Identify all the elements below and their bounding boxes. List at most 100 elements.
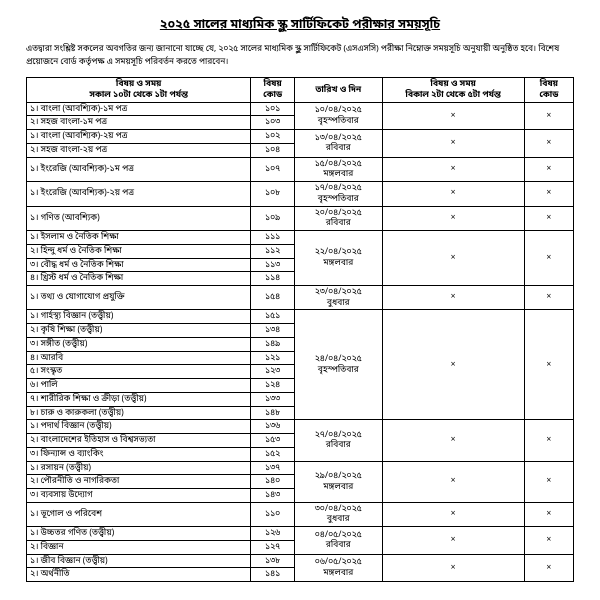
subject-cell: ৩। বৌদ্ধ ধর্ম ও নৈতিক শিক্ষা [27,258,251,272]
subject-cell: ৪। খ্রিস্ট ধর্ম ও নৈতিক শিক্ষা [27,272,251,286]
code-cell: ১২৩ [251,365,295,379]
afternoon-code-cell: × [524,231,573,286]
afternoon-cell: × [382,182,524,206]
date-cell: ২৩/০৪/২০২৫ বুধবার [295,285,383,309]
code-cell: ১৪৯ [251,337,295,351]
code-cell: ১০১ [251,102,295,116]
subject-cell: ২। কৃষি শিক্ষা (তত্ত্বীয়) [27,324,251,338]
subject-cell: ৭। শারীরিক শিক্ষা ও ক্রীড়া (তত্ত্বীয়) [27,392,251,406]
subject-cell: ২। অর্থনীতি [27,568,251,582]
subject-cell: ৪। আরবি [27,351,251,365]
table-row: ১। ইংরেজি (আবশ্যিক)-১ম পত্র১০৭১৫/০৪/২০২৫… [27,157,574,181]
code-cell: ১১৪ [251,272,295,286]
table-row: ১। ইংরেজি (আবশ্যিক)-২য় পত্র১০৮১৭/০৪/২০২… [27,182,574,206]
table-row: ১। গার্হস্থ্য বিজ্ঞান (তত্ত্বীয়)১৫১২৪/০… [27,310,574,324]
afternoon-code-cell: × [524,157,573,181]
code-cell: ১২৪ [251,379,295,393]
afternoon-cell: × [382,420,524,461]
table-row: ১। পদার্থ বিজ্ঞান (তত্ত্বীয়)১৩৬২৭/০৪/২০… [27,420,574,434]
code-cell: ১৪০ [251,475,295,489]
subject-cell: ৩। ফিন্যান্স ও ব্যাংকিং [27,447,251,461]
date-cell: ০৪/০৫/২০২৫ রবিবার [295,527,383,554]
afternoon-code-cell: × [524,502,573,526]
subject-cell: ১। ইংরেজি (আবশ্যিক)-১ম পত্র [27,157,251,181]
date-cell: ২০/০৪/২০২৫ রবিবার [295,206,383,230]
subject-cell: ১। বাংলা (আবশ্যিক)-২য় পত্র [27,130,251,144]
afternoon-cell: × [382,554,524,581]
subject-cell: ১। জীব বিজ্ঞান (তত্ত্বীয়) [27,554,251,568]
afternoon-cell: × [382,231,524,286]
table-row: ১। গণিত (আবশ্যিক)১০৯২০/০৪/২০২৫ রবিবার×× [27,206,574,230]
afternoon-cell: × [382,502,524,526]
subject-cell: ১। ইংরেজি (আবশ্যিক)-২য় পত্র [27,182,251,206]
code-cell: ১১২ [251,244,295,258]
subject-cell: ৬। পালি [27,379,251,393]
afternoon-code-cell: × [524,182,573,206]
date-cell: ২৯/০৪/২০২৫ মঙ্গলবার [295,461,383,502]
table-row: ১। জীব বিজ্ঞান (তত্ত্বীয়)১৩৮০৬/০৫/২০২৫ … [27,554,574,568]
code-cell: ১১০ [251,502,295,526]
date-cell: ১৩/০৪/২০২৫ রবিবার [295,130,383,157]
code-cell: ১৩৩ [251,392,295,406]
afternoon-code-cell: × [524,102,573,129]
afternoon-code-cell: × [524,420,573,461]
code-cell: ১৪৮ [251,406,295,420]
date-cell: ১৭/০৪/২০২৫ বৃহস্পতিবার [295,182,383,206]
code-cell: ১০৮ [251,182,295,206]
code-cell: ১৫৪ [251,285,295,309]
subject-cell: ৩। সঙ্গীত (তত্ত্বীয়) [27,337,251,351]
code-cell: ১০৭ [251,157,295,181]
afternoon-code-cell: × [524,461,573,502]
code-cell: ১৫১ [251,310,295,324]
date-cell: ১০/০৪/২০২৫ বৃহস্পতিবার [295,102,383,129]
afternoon-code-cell: × [524,130,573,157]
code-cell: ১৩৬ [251,420,295,434]
subject-cell: ২। হিন্দু ধর্ম ও নৈতিক শিক্ষা [27,244,251,258]
code-cell: ১৫৩ [251,434,295,448]
th-code2: বিষয় কোড [524,78,573,102]
afternoon-code-cell: × [524,285,573,309]
th-date: তারিখ ও দিন [295,78,383,102]
code-cell: ১০৩ [251,116,295,130]
table-row: ১। তথ্য ও যোগাযোগ প্রযুক্তি১৫৪২৩/০৪/২০২৫… [27,285,574,309]
subject-cell: ১। ভূগোল ও পরিবেশ [27,502,251,526]
afternoon-code-cell: × [524,554,573,581]
page-title: ২০২৫ সালের মাধ্যমিক স্কুল সার্টিফিকেট পর… [26,18,574,34]
afternoon-code-cell: × [524,527,573,554]
subject-cell: ২। সহজ বাংলা-২য় পত্র [27,143,251,157]
code-cell: ১২১ [251,351,295,365]
subject-cell: ৩। ব্যবসায় উদ্যোগ [27,488,251,502]
code-cell: ১০২ [251,130,295,144]
subject-cell: ১। উচ্চতর গণিত (তত্ত্বীয়) [27,527,251,541]
table-row: ১। ইসলাম ও নৈতিক শিক্ষা১১১২২/০৪/২০২৫ মঙ্… [27,231,574,245]
code-cell: ১০৪ [251,143,295,157]
code-cell: ১২৭ [251,540,295,554]
code-cell: ১১১ [251,231,295,245]
date-cell: ১৫/০৪/২০২৫ মঙ্গলবার [295,157,383,181]
afternoon-code-cell: × [524,206,573,230]
afternoon-cell: × [382,157,524,181]
table-row: ১। বাংলা (আবশ্যিক)-১ম পত্র১০১১০/০৪/২০২৫ … [27,102,574,116]
subject-cell: ৮। চারু ও কারুকলা (তত্ত্বীয়) [27,406,251,420]
th-code: বিষয় কোড [251,78,295,102]
code-cell: ১৩৪ [251,324,295,338]
code-cell: ১১৩ [251,258,295,272]
th-subject-morning: বিষয় ও সময় সকাল ১০টা থেকে ১টা পর্যন্ত [27,78,251,102]
subject-cell: ১। ইসলাম ও নৈতিক শিক্ষা [27,231,251,245]
code-cell: ১০৯ [251,206,295,230]
subject-cell: ১। রসায়ন (তত্ত্বীয়) [27,461,251,475]
code-cell: ১৪১ [251,568,295,582]
afternoon-cell: × [382,102,524,129]
table-row: ১। বাংলা (আবশ্যিক)-২য় পত্র১০২১৩/০৪/২০২৫… [27,130,574,144]
afternoon-cell: × [382,461,524,502]
subject-cell: ৫। সংস্কৃত [27,365,251,379]
subject-cell: ২। বাংলাদেশের ইতিহাস ও বিশ্বসভ্যতা [27,434,251,448]
table-row: ১। উচ্চতর গণিত (তত্ত্বীয়)১২৬০৪/০৫/২০২৫ … [27,527,574,541]
date-cell: ৩০/০৪/২০২৫ বুধবার [295,502,383,526]
subject-cell: ১। গণিত (আবশ্যিক) [27,206,251,230]
code-cell: ১৩৭ [251,461,295,475]
afternoon-cell: × [382,206,524,230]
afternoon-code-cell: × [524,310,573,420]
date-cell: ২৪/০৪/২০২৫ বৃহস্পতিবার [295,310,383,420]
subject-cell: ১। তথ্য ও যোগাযোগ প্রযুক্তি [27,285,251,309]
